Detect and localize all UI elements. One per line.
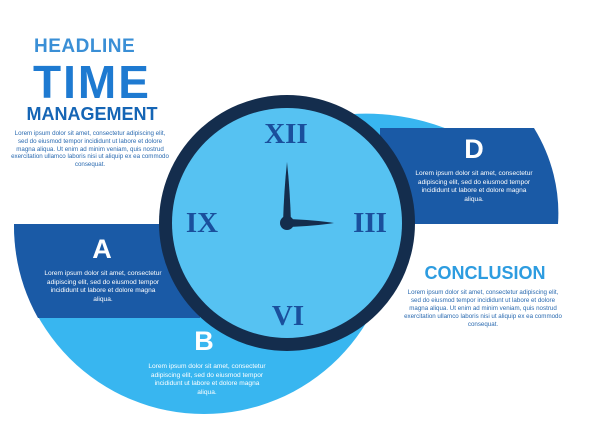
section-a-text: Lorem ipsum dolor sit amet, consectetur … xyxy=(44,270,162,303)
section-c-letter: C xyxy=(400,43,420,73)
conclusion-text: Lorem ipsum dolor sit amet, consectetur … xyxy=(404,289,562,328)
headline-label: HEADLINE xyxy=(34,36,136,57)
numeral-ix: IX xyxy=(186,207,218,239)
numeral-xii: XII xyxy=(264,118,308,150)
band-d xyxy=(380,128,559,224)
minute-hand xyxy=(283,162,291,223)
intro-text: Lorem ipsum dolor sit amet, consectetur … xyxy=(11,130,169,169)
section-c-text: Lorem ipsum dolor sit amet, consectetur … xyxy=(352,80,470,113)
section-d-letter: D xyxy=(464,134,484,164)
numeral-iii: III xyxy=(353,207,387,239)
section-b-text: Lorem ipsum dolor sit amet, consectetur … xyxy=(148,363,266,396)
hour-hand xyxy=(287,219,334,227)
numeral-vi: VI xyxy=(272,300,304,332)
clock-center xyxy=(280,216,294,230)
title-time: TIME xyxy=(33,56,151,108)
section-d-text: Lorem ipsum dolor sit amet, consectetur … xyxy=(415,170,533,203)
section-a-letter: A xyxy=(92,234,112,264)
title-management: MANAGEMENT xyxy=(26,104,158,124)
conclusion-title: CONCLUSION xyxy=(424,263,546,283)
band-a xyxy=(13,224,200,318)
section-b-letter: B xyxy=(194,326,214,356)
